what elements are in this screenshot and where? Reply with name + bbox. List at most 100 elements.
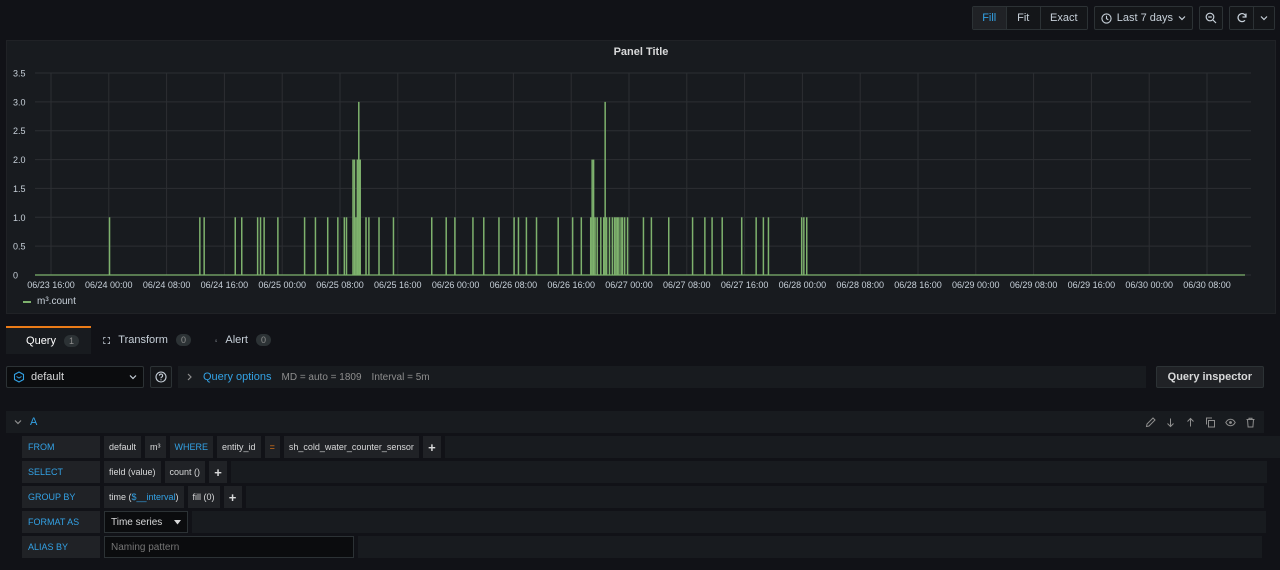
- trash-icon[interactable]: [1245, 417, 1256, 428]
- x-tick-label: 06/29 00:00: [952, 280, 1000, 290]
- row-filler: [231, 461, 1268, 483]
- y-tick-label: 1.0: [13, 213, 26, 223]
- datasource-help-button[interactable]: [150, 366, 172, 388]
- x-tick-label: 06/29 08:00: [1010, 280, 1058, 290]
- add-group-by-button[interactable]: +: [223, 486, 242, 508]
- copy-icon[interactable]: [1205, 417, 1216, 428]
- bell-icon: [215, 339, 218, 342]
- x-tick-label: 06/27 16:00: [721, 280, 769, 290]
- datasource-picker[interactable]: default: [6, 366, 144, 388]
- tab-alert[interactable]: Alert 0: [203, 326, 283, 354]
- y-tick-label: 2.0: [13, 155, 26, 165]
- pencil-icon[interactable]: [1145, 416, 1156, 428]
- time-range-picker[interactable]: Last 7 days: [1093, 6, 1193, 30]
- chevron-down-icon: [14, 420, 22, 425]
- clock-icon: [1101, 12, 1112, 24]
- field-segment[interactable]: field (value): [104, 461, 161, 483]
- format-as-row: FORMAT AS Time series: [22, 511, 1267, 533]
- tag-value-segment[interactable]: sh_cold_water_counter_sensor: [283, 436, 419, 458]
- y-tick-label: 1.5: [13, 184, 26, 194]
- zoom-out-button[interactable]: [1199, 6, 1223, 30]
- time-range-label: Last 7 days: [1116, 12, 1173, 24]
- tab-query-count: 1: [63, 335, 79, 347]
- tab-alert-label: Alert: [225, 334, 248, 346]
- x-tick-label: 06/29 16:00: [1068, 280, 1116, 290]
- add-select-button[interactable]: +: [209, 461, 228, 483]
- format-as-value: Time series: [111, 516, 163, 528]
- time-group-prefix: time (: [109, 492, 132, 502]
- query-options-toggle[interactable]: Query options MD = auto = 1809 Interval …: [178, 366, 1146, 388]
- x-tick-label: 06/26 00:00: [432, 280, 480, 290]
- chevron-down-icon: [1260, 16, 1268, 21]
- tab-transform-count: 0: [175, 334, 191, 346]
- time-group-segment[interactable]: time ($__interval): [104, 486, 184, 508]
- query-ref-id[interactable]: A: [30, 416, 38, 428]
- y-tick-label: 0.5: [13, 242, 26, 252]
- x-tick-label: 06/24 16:00: [201, 280, 249, 290]
- x-tick-label: 06/28 16:00: [894, 280, 942, 290]
- alias-by-label: ALIAS BY: [22, 536, 100, 558]
- x-tick-label: 06/27 08:00: [663, 280, 711, 290]
- refresh-interval-button[interactable]: [1254, 7, 1274, 29]
- y-tick-label: 2.5: [13, 126, 26, 136]
- caret-down-icon: [174, 519, 182, 524]
- interval-variable: $__interval: [131, 492, 176, 502]
- graph-panel: Panel Title 0 0.5 1.0 1.5 2.0 2.5 3.0 3.5 06/23 …: [6, 40, 1276, 314]
- editor-tabs: Query 1 Transform 0 Alert 0: [6, 326, 283, 354]
- arrow-up-icon[interactable]: [1185, 417, 1196, 428]
- query-inspector-button[interactable]: Query inspector: [1155, 366, 1264, 388]
- y-tick-label: 0: [13, 271, 18, 281]
- x-tick-label: 06/26 16:00: [547, 280, 595, 290]
- query-a-header[interactable]: A: [6, 411, 1264, 433]
- x-tick-label: 06/23 16:00: [27, 280, 75, 290]
- chevron-down-icon: [1178, 16, 1186, 21]
- fill-segment[interactable]: fill (0): [187, 486, 220, 508]
- x-tick-label: 06/28 00:00: [779, 280, 827, 290]
- from-row: FROM default m³ WHERE entity_id = sh_col…: [22, 436, 1280, 458]
- tab-query[interactable]: Query 1: [6, 326, 91, 354]
- query-options-row: default Query options MD = auto = 1809 I…: [6, 366, 1264, 388]
- group-by-label: GROUP BY: [22, 486, 100, 508]
- tab-transform-label: Transform: [118, 334, 168, 346]
- x-tick-label: 06/24 08:00: [143, 280, 191, 290]
- aggregation-segment[interactable]: count (): [164, 461, 206, 483]
- x-tick-label: 06/30 08:00: [1183, 280, 1231, 290]
- row-filler: [358, 536, 1262, 558]
- x-tick-label: 06/24 00:00: [85, 280, 133, 290]
- refresh-button[interactable]: [1230, 7, 1254, 29]
- interval-info: Interval = 5m: [371, 371, 430, 383]
- x-tick-label: 06/25 00:00: [258, 280, 306, 290]
- add-where-button[interactable]: +: [422, 436, 441, 458]
- legend-label: m³.count: [37, 296, 76, 307]
- row-filler: [444, 436, 1280, 458]
- x-tick-label: 06/27 00:00: [605, 280, 653, 290]
- tab-transform[interactable]: Transform 0: [91, 326, 203, 354]
- panel-title[interactable]: Panel Title: [613, 46, 669, 58]
- refresh-group: [1229, 6, 1275, 30]
- x-tick-label: 06/26 08:00: [490, 280, 538, 290]
- operator-segment[interactable]: =: [264, 436, 280, 458]
- exact-button[interactable]: Exact: [1040, 7, 1087, 29]
- eye-icon[interactable]: [1225, 417, 1236, 428]
- query-options-title: Query options: [203, 371, 272, 383]
- query-actions: [1145, 416, 1256, 428]
- zoom-out-icon: [1205, 12, 1217, 24]
- graph-legend[interactable]: m³.count: [23, 296, 76, 307]
- group-by-row: GROUP BY time ($__interval) fill (0) +: [22, 486, 1264, 508]
- alias-by-row: ALIAS BY: [22, 536, 1262, 558]
- fill-button[interactable]: Fill: [972, 7, 1007, 29]
- tag-key-segment[interactable]: entity_id: [217, 436, 261, 458]
- retention-policy-segment[interactable]: default: [104, 436, 142, 458]
- x-tick-label: 06/25 16:00: [374, 280, 422, 290]
- y-tick-label: 3.5: [13, 69, 26, 79]
- arrow-down-icon[interactable]: [1165, 417, 1176, 428]
- fit-button[interactable]: Fit: [1006, 7, 1041, 29]
- alias-by-input[interactable]: [104, 536, 354, 558]
- measurement-segment[interactable]: m³: [145, 436, 166, 458]
- x-tick-label: 06/28 08:00: [836, 280, 884, 290]
- graph-chart[interactable]: 0 0.5 1.0 1.5 2.0 2.5 3.0 3.5 06/23 16:00 06/24 0…: [7, 41, 1277, 315]
- format-as-select[interactable]: Time series: [104, 511, 189, 533]
- format-as-label: FORMAT AS: [22, 511, 100, 533]
- influxdb-icon: [13, 371, 25, 383]
- fill-fit-exact-group: Fill Fit Exact: [971, 6, 1088, 30]
